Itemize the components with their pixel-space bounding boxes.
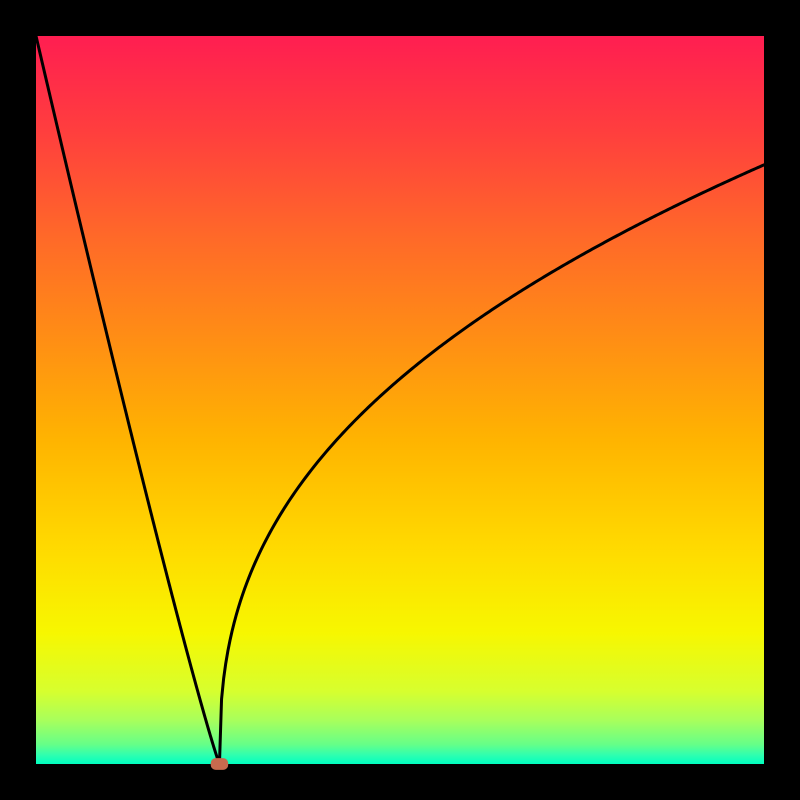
chart-svg — [0, 0, 800, 800]
plot-area — [36, 36, 764, 764]
chart-root: TheBottleneck.com — [0, 0, 800, 800]
min-marker — [211, 758, 228, 770]
